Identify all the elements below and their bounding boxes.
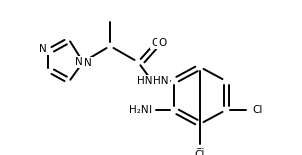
Text: N: N — [75, 57, 83, 67]
Text: Cl: Cl — [195, 148, 205, 155]
Text: Cl: Cl — [252, 105, 262, 115]
Text: H₂N: H₂N — [129, 105, 149, 115]
Text: N: N — [39, 44, 47, 54]
Text: O: O — [158, 38, 166, 48]
Text: HN: HN — [153, 76, 169, 86]
Text: H2N: H2N — [130, 105, 152, 115]
Text: O: O — [151, 38, 159, 48]
Text: Cl: Cl — [195, 150, 205, 155]
Text: N: N — [40, 44, 48, 54]
Text: Cl: Cl — [250, 105, 260, 115]
Text: HN: HN — [137, 76, 152, 86]
Text: N: N — [84, 58, 92, 68]
